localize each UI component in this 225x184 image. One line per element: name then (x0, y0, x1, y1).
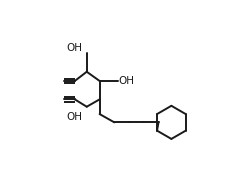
Text: OH: OH (67, 112, 83, 122)
Text: OH: OH (67, 43, 83, 53)
Text: OH: OH (118, 76, 134, 86)
